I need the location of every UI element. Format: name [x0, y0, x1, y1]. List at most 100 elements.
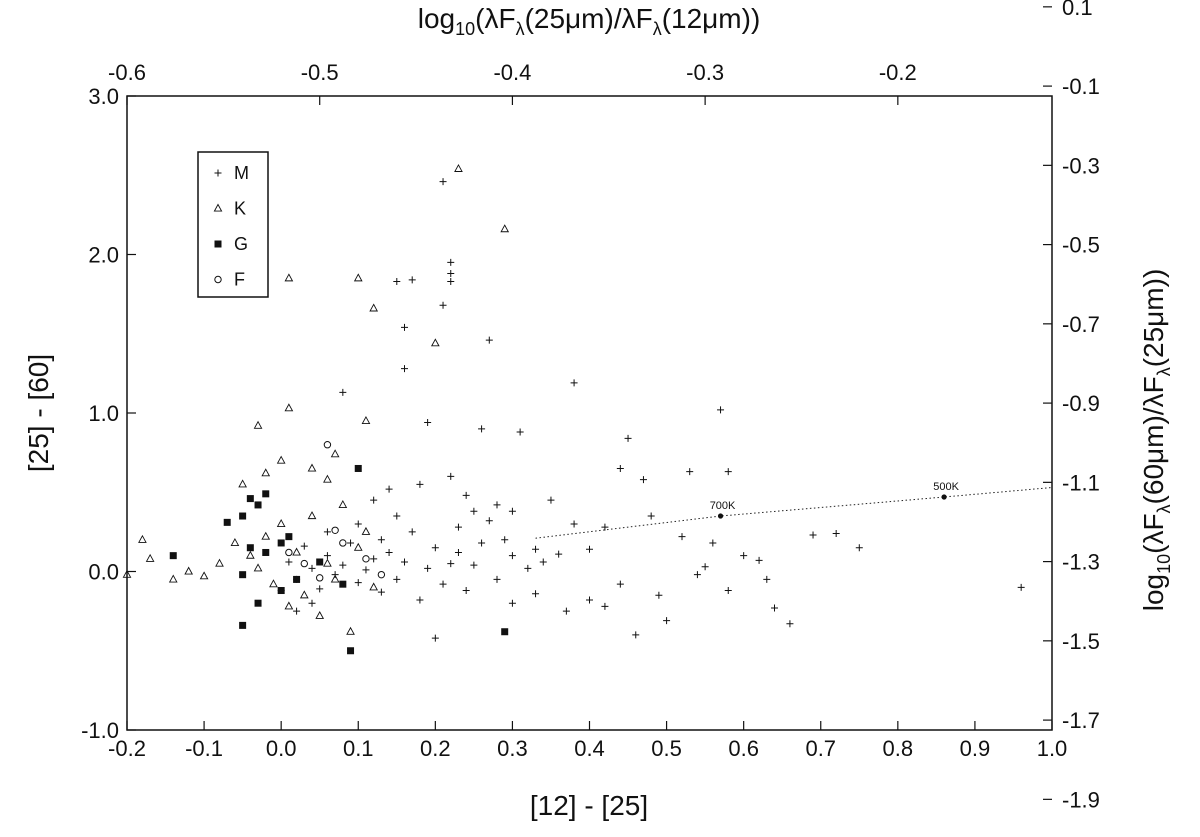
point-K-22 [230, 538, 240, 547]
point-K-28 [323, 558, 332, 567]
point-K-19 [184, 566, 194, 575]
point-K-8 [361, 415, 371, 424]
point-M-71 [447, 472, 455, 480]
point-F-7 [331, 526, 339, 534]
point-G-5 [239, 512, 247, 520]
point-K-14 [323, 474, 332, 483]
point-M-57 [354, 579, 362, 587]
point-M-39 [508, 552, 516, 560]
point-M-56 [362, 566, 370, 574]
point-M-16 [478, 425, 486, 433]
point-M-61 [323, 552, 331, 560]
point-G-11 [254, 599, 262, 607]
point-M-15 [424, 419, 432, 427]
right-tick-label-10: -1.7 [1062, 708, 1100, 733]
point-K-37 [253, 563, 263, 572]
point-M-14 [516, 428, 524, 436]
point-M-12 [717, 406, 725, 414]
x-tick-label-7: 0.5 [651, 736, 682, 761]
point-M-95 [377, 536, 385, 544]
point-K-18 [168, 574, 178, 583]
x-tick-label-10: 0.8 [883, 736, 914, 761]
x-tick-label-8: 0.6 [728, 736, 759, 761]
point-M-84 [693, 571, 701, 579]
point-K-33 [315, 610, 325, 619]
right-tick-label-5: -0.7 [1062, 312, 1100, 337]
blackbody-dot-1 [941, 494, 947, 500]
right-tick-label-1: 0.1 [1062, 0, 1093, 20]
right-tick-label-2: -0.1 [1062, 74, 1100, 99]
point-M-62 [316, 585, 324, 593]
legend-marker-M [214, 169, 222, 177]
right-axis-label: log10(λFλ(60μm)/λFλ(25μm)) [1138, 269, 1174, 612]
point-G-1 [223, 518, 231, 526]
point-K-12 [276, 455, 286, 464]
point-M-92 [470, 507, 478, 515]
point-M-70 [416, 480, 424, 488]
top-tick-label-9: -0.2 [879, 60, 917, 85]
right-tick-label-8: -1.3 [1062, 550, 1100, 575]
point-M-48 [424, 564, 432, 572]
point-M-8 [401, 365, 408, 373]
point-M-63 [308, 564, 316, 572]
point-M-35 [555, 550, 563, 558]
legend-label-K: K [234, 199, 246, 219]
point-K-32 [346, 626, 355, 635]
top-tick-label-8: -0.3 [686, 60, 724, 85]
series-F [285, 441, 386, 582]
legend-marker-K [213, 203, 223, 212]
x-tick-label-5: 0.3 [497, 736, 528, 761]
top-tick-label-5: -0.6 [108, 60, 146, 85]
point-K-9 [330, 449, 340, 458]
legend-marker-F [214, 275, 222, 284]
point-M-90 [501, 536, 509, 544]
point-F-5 [362, 555, 370, 563]
point-F-6 [377, 570, 386, 579]
blackbody-line [535, 486, 1053, 539]
point-M-98 [308, 599, 316, 607]
blackbody-label-1: 500K [933, 481, 959, 493]
point-M-32 [755, 556, 763, 564]
right-tick-label-11: -1.9 [1062, 787, 1100, 812]
point-F-1 [339, 539, 347, 547]
point-K-16 [145, 553, 155, 562]
point-M-5 [408, 276, 416, 284]
x-tick-label-6: 0.4 [574, 736, 605, 761]
point-K-6 [253, 420, 263, 429]
blackbody-labels: 700K 500K [710, 481, 960, 519]
point-G-2 [246, 495, 254, 503]
point-G-17 [239, 621, 247, 629]
x-tick-label-4: 0.2 [420, 736, 451, 761]
point-M-2 [439, 301, 447, 309]
point-M-55 [370, 555, 378, 563]
point-K-0 [454, 163, 463, 172]
point-M-72 [462, 491, 470, 499]
point-M-18 [724, 468, 732, 476]
point-K-11 [261, 468, 271, 477]
top-tick-label-7: -0.4 [493, 60, 531, 85]
point-M-6 [393, 277, 401, 285]
legend-label-F: F [234, 270, 245, 290]
point-M-86 [616, 580, 624, 588]
point-M-68 [370, 496, 378, 504]
point-K-5 [430, 338, 440, 347]
x-tick-label-12: 1.0 [1037, 736, 1068, 761]
point-M-28 [508, 599, 516, 607]
point-K-30 [353, 542, 363, 551]
point-F-0 [323, 441, 332, 449]
right-tick-label-9: -1.5 [1062, 629, 1100, 654]
point-M-31 [809, 531, 817, 539]
point-M-25 [771, 604, 778, 612]
point-G-12 [277, 587, 285, 595]
data-marks [122, 163, 1025, 655]
point-M-79 [678, 533, 686, 541]
point-M-43 [462, 587, 470, 595]
legend-box [197, 151, 269, 298]
right-axis-label-base: 10 [1154, 554, 1174, 574]
legend-label-M: M [234, 163, 249, 183]
y-axis-label: [25] - [60] [23, 354, 54, 472]
point-M-97 [323, 528, 331, 536]
